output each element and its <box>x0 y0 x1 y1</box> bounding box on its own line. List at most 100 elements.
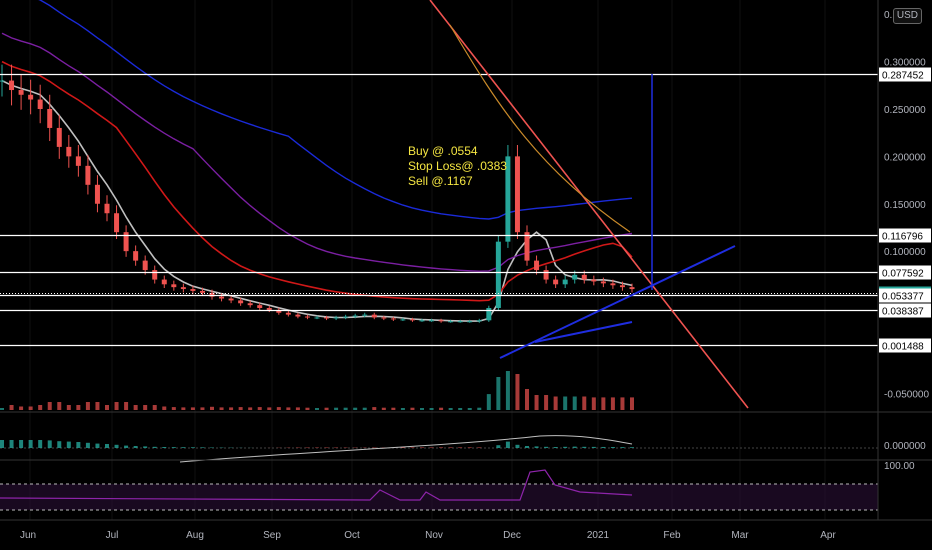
candle-body <box>438 320 444 322</box>
oscillator-bar <box>152 446 157 448</box>
candle-body <box>85 165 91 185</box>
candle-body <box>0 80 5 82</box>
oscillator-bar <box>420 447 424 448</box>
volume-bar <box>610 397 615 410</box>
volume-bars <box>0 371 634 410</box>
volume-bar <box>95 402 100 410</box>
annotation-buy[interactable]: Buy @ .0554 <box>408 144 478 158</box>
volume-bar <box>276 407 281 410</box>
volume-bar <box>219 407 224 410</box>
oscillator-bar <box>601 446 606 448</box>
annotation-sell[interactable]: Sell @.1167 <box>408 174 473 188</box>
oscillator-bar <box>9 440 14 448</box>
volume-bar <box>248 407 253 410</box>
oscillator-pane <box>0 435 878 463</box>
price-axis: 0.300000 0.250000 0.200000 0.150000 0.100000… <box>0 0 932 521</box>
candle-body <box>238 300 244 304</box>
x-tick-label: Apr <box>820 530 836 541</box>
volume-bar <box>420 408 424 410</box>
candle-body <box>514 156 520 233</box>
rsi-line <box>0 469 633 501</box>
volume-bar <box>439 407 444 410</box>
candle-body <box>9 80 15 91</box>
candle-body <box>152 270 158 280</box>
volume-bar <box>372 407 377 410</box>
oscillator-bar <box>47 440 52 448</box>
oscillator-bar <box>190 447 195 448</box>
candle-body <box>37 99 43 109</box>
trendline-curve <box>449 24 631 233</box>
volume-bar <box>200 407 205 410</box>
oscillator-bar <box>95 443 100 448</box>
oscillator-bar <box>124 445 129 448</box>
oscillator-bar <box>85 442 90 448</box>
volume-bar <box>57 402 62 410</box>
candle-body <box>171 284 177 288</box>
level-label: 0.053377 <box>882 292 924 303</box>
candle-body <box>610 283 616 286</box>
oscillator-bar <box>505 441 510 448</box>
candle-body <box>629 287 635 290</box>
volume-bar <box>534 395 539 410</box>
volume-bar <box>544 395 549 410</box>
horizontal-levels[interactable]: 0.2874520.1167960.0775920.0555000.053377… <box>0 67 931 353</box>
volume-bar <box>19 406 24 410</box>
rsi-top-label: 100.00 <box>884 461 915 472</box>
oscillator-bar <box>162 447 167 448</box>
candle-body <box>600 281 606 284</box>
level-label: 0.038387 <box>882 307 924 318</box>
oscillator-bar <box>28 440 33 448</box>
candle-body <box>142 260 148 271</box>
volume-bar <box>477 407 482 410</box>
x-tick-label: Feb <box>663 530 681 541</box>
oscillator-bar <box>0 440 4 448</box>
oscillator-bar <box>591 446 596 448</box>
volume-bar <box>267 407 272 410</box>
x-tick-label: Jul <box>106 530 119 541</box>
level-label: 0.287452 <box>882 71 924 82</box>
volume-bar <box>133 405 138 410</box>
candlesticks <box>0 64 635 323</box>
volume-bar <box>114 402 119 410</box>
oscillator-bar <box>496 445 501 448</box>
candle-body <box>75 156 81 166</box>
oscillator-bar <box>439 447 444 448</box>
candle-body <box>123 232 129 252</box>
candle-body <box>219 296 225 299</box>
candle-body <box>362 314 368 316</box>
volume-bar <box>210 406 214 410</box>
oscillator-bar <box>410 447 415 448</box>
candle-body <box>114 213 120 233</box>
level-tag <box>879 288 931 303</box>
annotation-stop-loss[interactable]: Stop Loss@ .0383 <box>408 159 507 173</box>
x-tick-label: Dec <box>503 530 521 541</box>
trendlines[interactable] <box>429 0 749 409</box>
volume-bar <box>0 408 4 410</box>
candle-body <box>390 318 396 320</box>
candle-body <box>28 94 34 100</box>
candle-body <box>133 251 139 261</box>
oscillator-bar <box>114 444 119 448</box>
y-tick-label: 0.250000 <box>884 105 926 116</box>
candle-body <box>266 308 272 310</box>
candle-body <box>285 312 291 315</box>
volume-bar <box>28 406 33 410</box>
candle-body <box>591 279 597 282</box>
volume-bar <box>630 397 634 410</box>
candle-body <box>180 287 186 290</box>
volume-bar <box>591 397 596 410</box>
oscillator-bar <box>171 447 176 448</box>
volume-bar <box>601 397 606 410</box>
level-tag <box>879 303 931 318</box>
level-label: 0.077592 <box>882 269 924 280</box>
volume-bar <box>391 407 396 410</box>
candle-body <box>161 279 167 285</box>
candle-body <box>199 290 205 293</box>
currency-badge[interactable]: USD <box>892 8 922 24</box>
volume-bar <box>620 397 625 410</box>
volume-bar <box>381 407 386 410</box>
oscillator-bar <box>105 444 109 448</box>
oscillator-bar <box>57 441 62 448</box>
trendline-ascending-lower <box>534 321 633 343</box>
